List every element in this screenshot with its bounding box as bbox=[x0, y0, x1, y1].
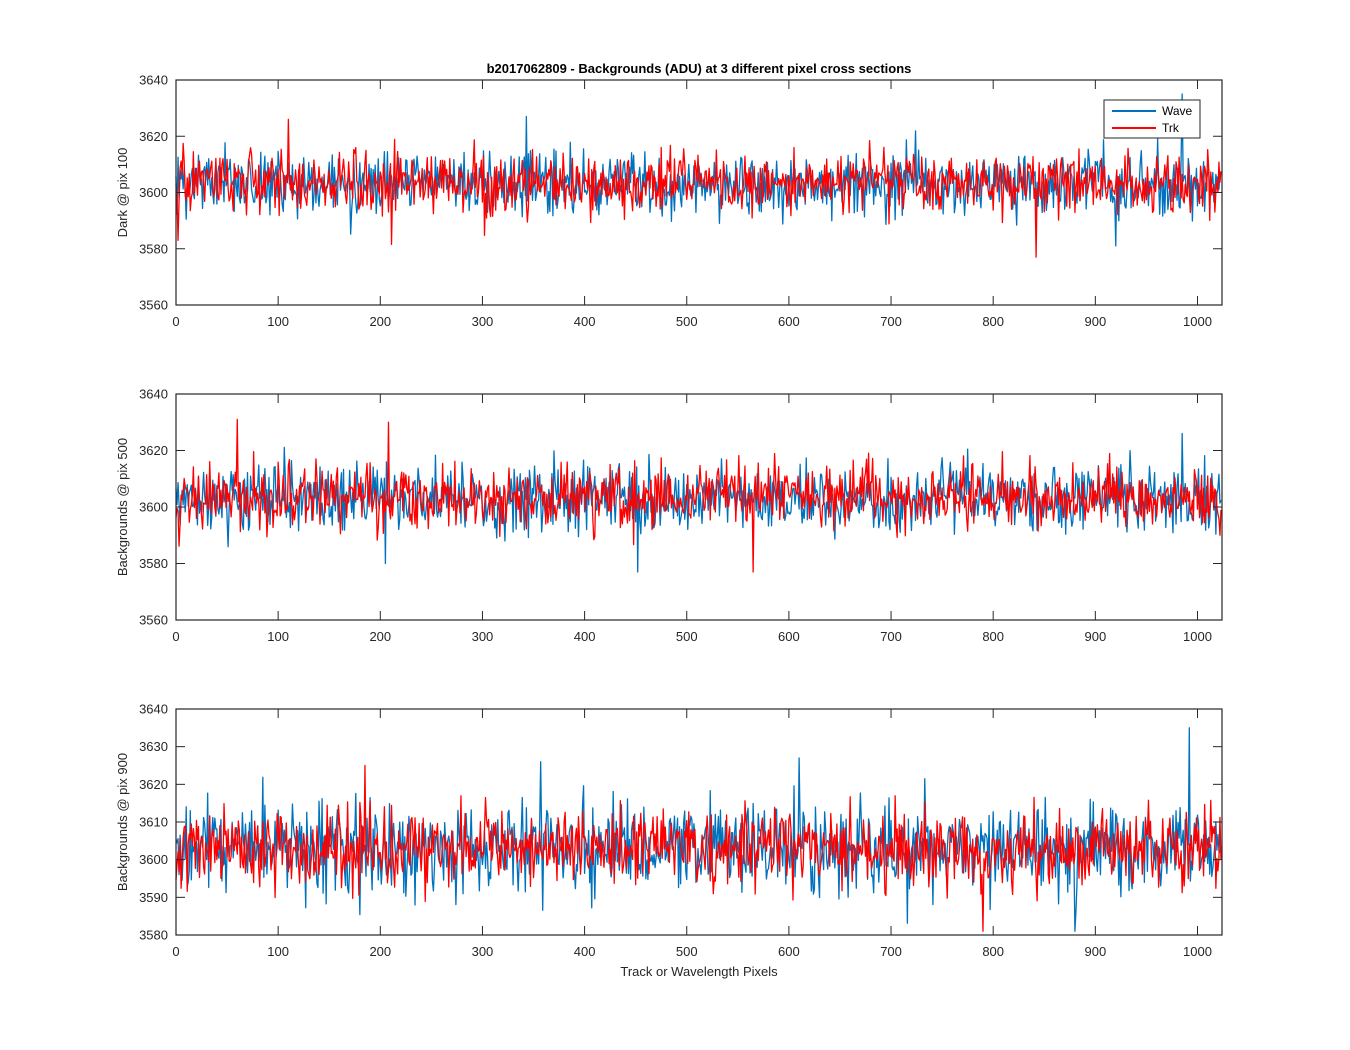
y-tick-label: 3640 bbox=[139, 387, 168, 402]
x-tick-label: 900 bbox=[1084, 314, 1106, 329]
x-tick-label: 700 bbox=[880, 629, 902, 644]
legend: Wave Trk bbox=[1103, 99, 1201, 139]
x-tick-label: 900 bbox=[1084, 944, 1106, 959]
x-tick-label: 0 bbox=[172, 629, 179, 644]
x-tick-label: 300 bbox=[472, 314, 494, 329]
x-tick-label: 200 bbox=[369, 944, 391, 959]
panel-backgrounds-pix-900: 0 100 200 300 400 500 600 700 800 900 1000 3580 3590… bbox=[115, 702, 1223, 979]
y-tick-label: 3560 bbox=[139, 298, 168, 313]
panel-backgrounds-pix-500: 0 100 200 300 400 500 600 700 800 900 1000 3560 3580… bbox=[115, 387, 1223, 644]
y-tick-label: 3610 bbox=[139, 815, 168, 830]
x-tick-label: 300 bbox=[472, 944, 494, 959]
x-tick-label: 800 bbox=[982, 314, 1004, 329]
legend-box bbox=[1103, 99, 1201, 139]
x-tick-label: 400 bbox=[574, 944, 596, 959]
y-tick-label: 3640 bbox=[139, 702, 168, 717]
x-tick-label: 700 bbox=[880, 314, 902, 329]
y-axis-label: Dark @ pix 100 bbox=[115, 148, 130, 238]
panel-dark-pix-100: 0 100 200 300 400 500 600 700 800 900 1000 3560 3580… bbox=[115, 73, 1223, 329]
y-tick-label: 3580 bbox=[139, 556, 168, 571]
series-line-trk bbox=[175, 118, 1222, 258]
x-tick-label: 300 bbox=[472, 629, 494, 644]
x-tick-label: 100 bbox=[267, 314, 289, 329]
x-tick-label: 500 bbox=[676, 944, 698, 959]
y-tick-label: 3580 bbox=[139, 241, 168, 256]
y-tick-label: 3580 bbox=[139, 928, 168, 943]
x-tick-label: 400 bbox=[574, 629, 596, 644]
x-axis-label: Track or Wavelength Pixels bbox=[620, 964, 778, 979]
x-tick-label: 1000 bbox=[1183, 944, 1212, 959]
y-tick-label: 3640 bbox=[139, 73, 168, 88]
figure-title: b2017062809 - Backgrounds (ADU) at 3 dif… bbox=[487, 61, 912, 76]
plot-area bbox=[176, 709, 1222, 935]
x-tick-label: 800 bbox=[982, 944, 1004, 959]
x-tick-label: 600 bbox=[778, 314, 800, 329]
y-tick-label: 3560 bbox=[139, 613, 168, 628]
x-tick-label: 200 bbox=[369, 314, 391, 329]
x-tick-label: 900 bbox=[1084, 629, 1106, 644]
legend-label-trk: Trk bbox=[1162, 121, 1180, 135]
series-line-trk bbox=[175, 764, 1222, 932]
y-tick-label: 3590 bbox=[139, 890, 168, 905]
x-tick-label: 0 bbox=[172, 944, 179, 959]
x-tick-label: 700 bbox=[880, 944, 902, 959]
y-axis-label: Backgrounds @ pix 900 bbox=[115, 753, 130, 891]
y-tick-label: 3620 bbox=[139, 777, 168, 792]
x-tick-label: 500 bbox=[676, 314, 698, 329]
y-tick-label: 3600 bbox=[139, 500, 168, 515]
y-tick-label: 3600 bbox=[139, 852, 168, 867]
x-tick-label: 500 bbox=[676, 629, 698, 644]
x-tick-label: 100 bbox=[267, 629, 289, 644]
legend-label-wave: Wave bbox=[1162, 104, 1193, 118]
x-tick-label: 200 bbox=[369, 629, 391, 644]
series-line-trk bbox=[175, 418, 1222, 573]
x-tick-label: 1000 bbox=[1183, 629, 1212, 644]
x-tick-label: 800 bbox=[982, 629, 1004, 644]
x-tick-label: 1000 bbox=[1183, 314, 1212, 329]
x-tick-label: 600 bbox=[778, 944, 800, 959]
x-tick-label: 600 bbox=[778, 629, 800, 644]
y-axis-label: Backgrounds @ pix 500 bbox=[115, 438, 130, 576]
y-tick-label: 3600 bbox=[139, 185, 168, 200]
x-tick-label: 0 bbox=[172, 314, 179, 329]
y-tick-label: 3620 bbox=[139, 443, 168, 458]
x-tick-label: 100 bbox=[267, 944, 289, 959]
y-tick-label: 3620 bbox=[139, 129, 168, 144]
y-tick-label: 3630 bbox=[139, 739, 168, 754]
x-tick-label: 400 bbox=[574, 314, 596, 329]
